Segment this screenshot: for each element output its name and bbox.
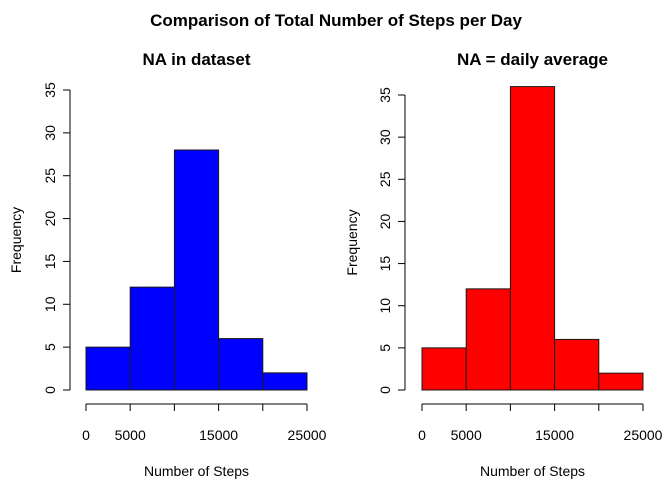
x-tick-label: 15000 — [199, 427, 238, 443]
panel-title: NA = daily average — [457, 50, 608, 69]
x-tick-label: 5000 — [451, 427, 482, 443]
y-tick-label: 25 — [377, 171, 393, 187]
y-tick-label: 5 — [42, 343, 58, 351]
y-tick-label: 10 — [377, 298, 393, 314]
x-tick-label: 25000 — [624, 427, 663, 443]
y-tick-label: 20 — [42, 211, 58, 227]
y-tick-label: 5 — [377, 344, 393, 352]
histogram-bar — [509, 86, 556, 391]
x-tick-label: 15000 — [535, 427, 574, 443]
histogram-panel-na-in-dataset: NA in dataset 0 5000 15000 25000 0 5 10 15 20 25 30… — [8, 50, 327, 479]
y-tick-label: 30 — [42, 125, 58, 141]
panel-title: NA in dataset — [142, 50, 250, 69]
histogram-bar — [421, 347, 467, 391]
x-tick-label: 5000 — [115, 427, 146, 443]
histogram-bar — [85, 346, 131, 391]
histogram-panel-na-daily-average: NA = daily average 0 5000 15000 25000 0 5 10 15 2… — [344, 50, 663, 479]
y-tick-label: 0 — [42, 386, 58, 394]
histogram-bar — [173, 149, 220, 391]
histogram-bar — [218, 338, 264, 391]
y-axis-label: Frequency — [344, 209, 360, 275]
x-tick-label: 25000 — [288, 427, 327, 443]
y-axis-label: Frequency — [8, 207, 24, 273]
y-tick-label: 15 — [377, 256, 393, 272]
y-tick-label: 30 — [377, 129, 393, 145]
x-axis-label: Number of Steps — [144, 463, 249, 479]
histogram-bar — [465, 288, 511, 391]
x-tick-label: 0 — [82, 427, 90, 443]
x-axis-label: Number of Steps — [480, 463, 585, 479]
y-tick-label: 35 — [377, 87, 393, 103]
y-tick-label: 35 — [42, 82, 58, 98]
figure-title: Comparison of Total Number of Steps per … — [150, 11, 522, 30]
y-tick-label: 15 — [42, 253, 58, 269]
histogram-bar — [598, 372, 644, 391]
histogram-bar — [262, 372, 308, 391]
y-tick-label: 20 — [377, 213, 393, 229]
x-tick-label: 0 — [418, 427, 426, 443]
y-tick-label: 10 — [42, 296, 58, 312]
histogram-bar — [129, 286, 175, 391]
histogram-bar — [554, 338, 600, 391]
y-tick-label: 0 — [377, 386, 393, 394]
y-tick-label: 25 — [42, 168, 58, 184]
